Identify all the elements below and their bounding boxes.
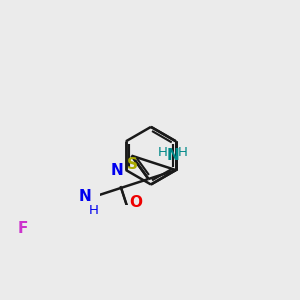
Text: H: H [158, 146, 167, 159]
Text: N: N [167, 148, 179, 163]
Text: H: H [178, 146, 188, 159]
Text: S: S [127, 157, 138, 172]
Text: N: N [79, 188, 92, 203]
Text: O: O [129, 195, 142, 210]
Text: H: H [89, 204, 99, 218]
Text: F: F [18, 221, 28, 236]
Text: N: N [111, 163, 124, 178]
